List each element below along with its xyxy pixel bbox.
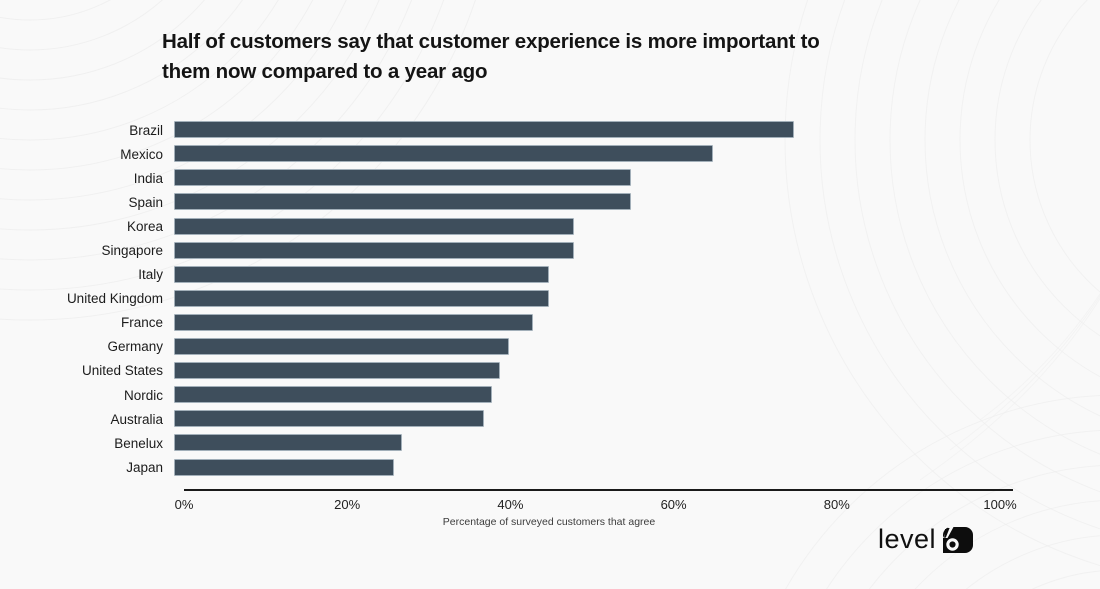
- category-label: United States: [81, 363, 163, 379]
- bar: [174, 217, 574, 235]
- bar-row: France: [0, 311, 1020, 335]
- x-axis-tick: 40%: [497, 497, 524, 512]
- bar-row: Italy: [0, 263, 1020, 287]
- bar-track: [174, 118, 990, 142]
- x-axis-tick: 60%: [660, 497, 687, 512]
- bar-track: [174, 311, 990, 335]
- logo-badge-6-icon: [943, 526, 974, 553]
- bar-track: [174, 166, 990, 190]
- bar-track: [174, 263, 990, 287]
- category-label: Italy: [138, 267, 163, 283]
- bar: [174, 241, 574, 259]
- bar: [174, 458, 395, 476]
- bar: [174, 145, 713, 163]
- x-axis-tick: 20%: [334, 497, 361, 512]
- bar-track: [174, 287, 990, 311]
- bar: [174, 289, 550, 307]
- bar-row: Brazil: [0, 118, 1020, 142]
- category-label: France: [120, 315, 163, 331]
- bar: [174, 362, 501, 380]
- bar-track: [174, 238, 990, 262]
- bar: [174, 338, 509, 356]
- bar-row: Korea: [0, 214, 1020, 238]
- bar-row: Nordic: [0, 383, 1020, 407]
- category-label: Mexico: [120, 146, 163, 162]
- bar-row: Germany: [0, 335, 1020, 359]
- x-axis-line: [184, 489, 1013, 491]
- x-axis-tick: 0%: [174, 497, 194, 512]
- category-label: Australia: [110, 411, 163, 427]
- bar-chart: Brazil Mexico India Spain Korea Singapore Ital…: [0, 118, 1020, 479]
- bar-row: Japan: [0, 455, 1020, 479]
- category-label: Spain: [128, 194, 163, 210]
- bar-row: United Kingdom: [0, 287, 1020, 311]
- category-label: United Kingdom: [66, 291, 163, 307]
- bar: [174, 265, 550, 283]
- bar: [174, 169, 631, 187]
- logo-wordmark: level: [878, 524, 937, 554]
- bar-track: [174, 383, 990, 407]
- chart-title-line1: Half of customers say that customer expe…: [162, 30, 820, 53]
- bar-row: Australia: [0, 407, 1020, 431]
- bar-track: [174, 142, 990, 166]
- category-label: Germany: [107, 339, 163, 355]
- bar-row: Singapore: [0, 238, 1020, 262]
- x-axis-ticks: 0% 20% 40% 60% 80% 100%: [175, 497, 1017, 513]
- bar-track: [174, 407, 990, 431]
- bar-row: United States: [0, 359, 1020, 383]
- level6-logo: level: [878, 524, 975, 555]
- bar: [174, 386, 493, 404]
- bar-row: India: [0, 166, 1020, 190]
- bar-track: [174, 335, 990, 359]
- bar: [174, 121, 795, 139]
- x-axis-tick: 80%: [823, 497, 850, 512]
- bar-row: Spain: [0, 190, 1020, 214]
- bar-track: [174, 190, 990, 214]
- bar-row: Benelux: [0, 431, 1020, 455]
- category-label: Nordic: [123, 387, 163, 403]
- category-label: Korea: [126, 218, 163, 234]
- bar: [174, 434, 403, 452]
- bar-track: [174, 455, 990, 479]
- chart-title: Half of customers say that customer expe…: [162, 27, 902, 87]
- bar-track: [174, 431, 990, 455]
- category-label: Benelux: [114, 435, 163, 451]
- x-axis-label: Percentage of surveyed customers that ag…: [442, 516, 656, 528]
- category-label: Brazil: [129, 122, 163, 138]
- bar: [174, 193, 631, 211]
- category-label: Singapore: [101, 243, 163, 259]
- category-label: India: [133, 170, 163, 186]
- category-label: Japan: [126, 459, 163, 475]
- bar-track: [174, 359, 990, 383]
- bar: [174, 410, 485, 428]
- chart-title-line2: them now compared to a year ago: [162, 60, 488, 83]
- x-axis-tick: 100%: [983, 497, 1017, 512]
- bar: [174, 313, 534, 331]
- bar-track: [174, 214, 990, 238]
- bar-row: Mexico: [0, 142, 1020, 166]
